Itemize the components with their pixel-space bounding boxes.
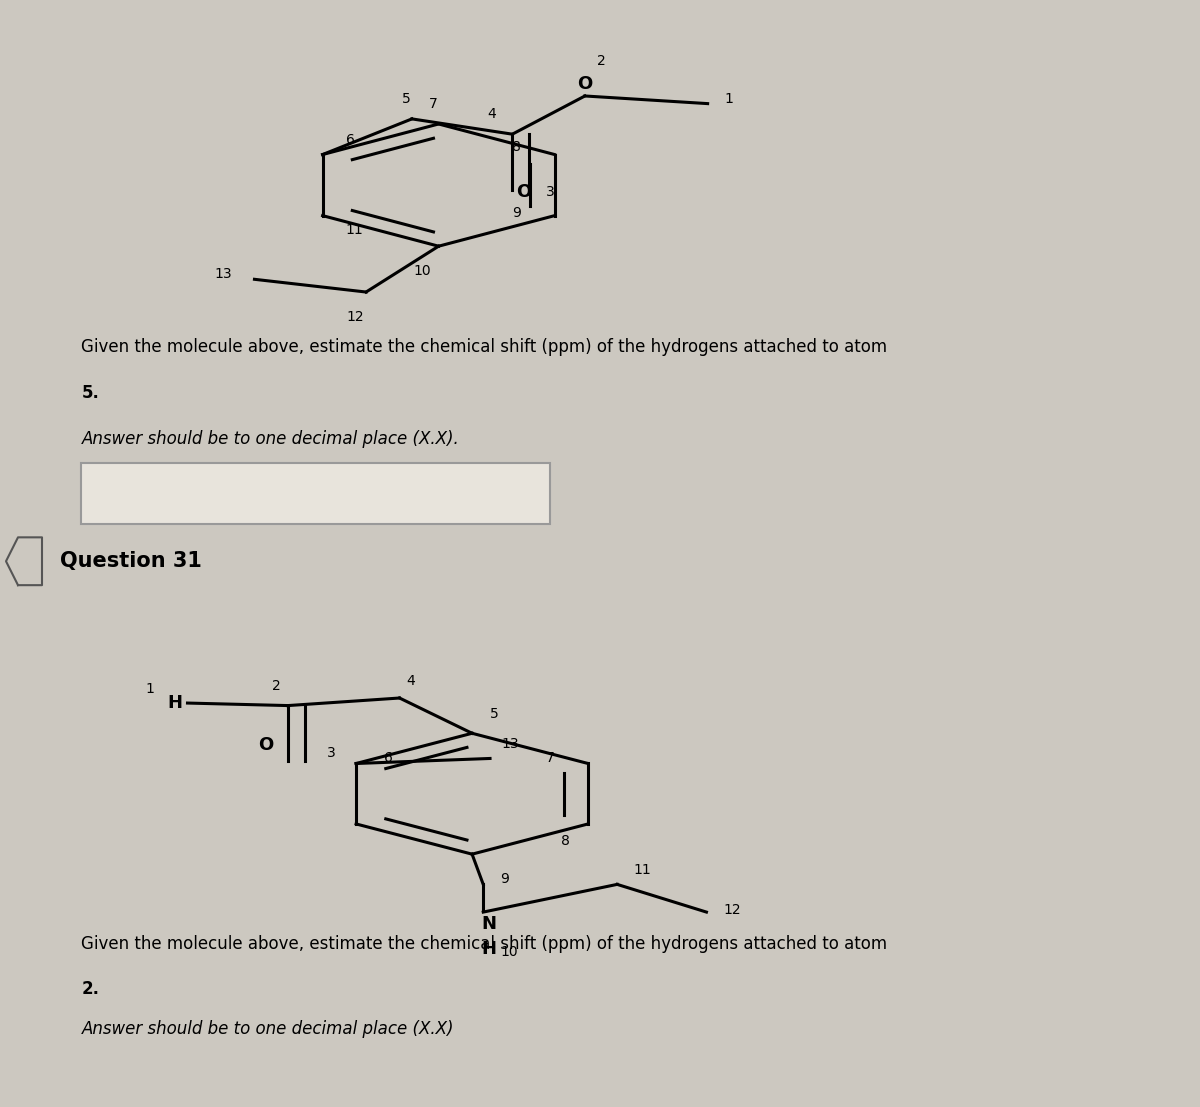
Text: 13: 13	[502, 737, 518, 751]
Text: 12: 12	[346, 310, 364, 324]
Text: H: H	[167, 694, 182, 712]
Text: 6: 6	[384, 752, 392, 765]
Text: 1: 1	[145, 682, 154, 695]
Text: 1: 1	[725, 92, 733, 105]
Text: 4: 4	[487, 107, 496, 122]
Text: 7: 7	[428, 97, 437, 112]
Text: O: O	[577, 75, 593, 93]
Text: O: O	[516, 183, 532, 200]
Text: 4: 4	[407, 674, 415, 687]
Text: N: N	[481, 914, 497, 932]
Text: 10: 10	[500, 944, 517, 959]
Text: Answer should be to one decimal place (X.X).: Answer should be to one decimal place (X…	[82, 430, 460, 447]
Text: 3: 3	[546, 185, 554, 199]
Text: Given the molecule above, estimate the chemical shift (ppm) of the hydrogens att: Given the molecule above, estimate the c…	[82, 338, 888, 355]
Text: 5: 5	[490, 706, 499, 721]
Text: 9: 9	[512, 206, 521, 220]
Bar	[82, 463, 551, 524]
Text: 2.: 2.	[82, 980, 100, 999]
Text: 12: 12	[724, 902, 740, 917]
Text: 10: 10	[413, 265, 431, 278]
Text: 2: 2	[598, 54, 606, 68]
Text: 3: 3	[326, 746, 336, 759]
Text: 8: 8	[512, 139, 521, 154]
Text: Given the molecule above, estimate the chemical shift (ppm) of the hydrogens att: Given the molecule above, estimate the c…	[82, 934, 888, 953]
Text: 5: 5	[402, 92, 410, 106]
Text: Answer should be to one decimal place (X.X): Answer should be to one decimal place (X…	[82, 1021, 454, 1038]
Text: 11: 11	[634, 862, 652, 877]
Text: 8: 8	[562, 834, 570, 848]
Text: 5.: 5.	[82, 384, 100, 402]
Text: 11: 11	[344, 224, 362, 237]
Text: 2: 2	[272, 679, 281, 693]
Text: O: O	[258, 736, 274, 754]
Text: H: H	[481, 940, 497, 958]
Text: 9: 9	[500, 872, 509, 887]
Text: 13: 13	[215, 267, 232, 281]
Text: 7: 7	[546, 752, 554, 765]
Text: 6: 6	[346, 133, 355, 147]
Text: Question 31: Question 31	[60, 551, 202, 571]
